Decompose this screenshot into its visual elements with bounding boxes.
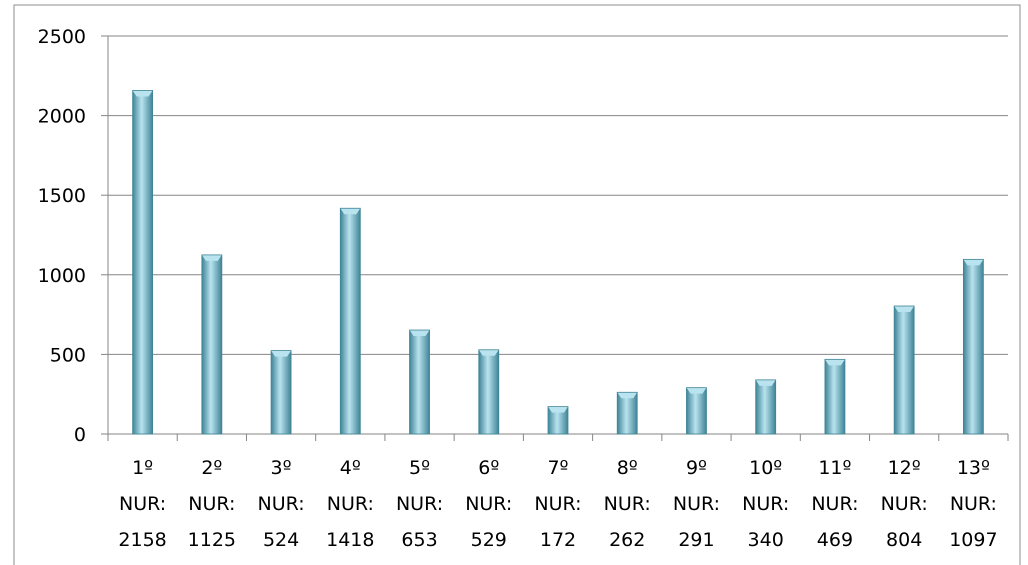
- x-category-label: NUR:: [188, 493, 235, 515]
- x-category-label: 804: [886, 529, 922, 551]
- x-category-label: NUR:: [258, 493, 305, 515]
- x-category-label: NUR:: [604, 493, 651, 515]
- x-category-label: 524: [263, 529, 299, 551]
- x-category-label: 1418: [326, 529, 374, 551]
- x-category-label: 12º: [888, 457, 921, 479]
- x-category-label: 291: [678, 529, 714, 551]
- bar: [270, 350, 292, 435]
- x-category-label: 6º: [478, 457, 499, 479]
- y-tick-label: 2500: [38, 26, 86, 48]
- x-category-label: NUR:: [881, 493, 928, 515]
- x-category-label: 5º: [409, 457, 430, 479]
- x-category-label: 1097: [949, 529, 997, 551]
- x-category-label: 172: [540, 529, 576, 551]
- bar: [201, 254, 223, 435]
- x-category-label: 9º: [686, 457, 707, 479]
- x-category-label: 262: [609, 529, 645, 551]
- x-category-label: 2º: [201, 457, 222, 479]
- x-category-label: 1125: [188, 529, 236, 551]
- x-category-label: NUR:: [465, 493, 512, 515]
- bar: [409, 329, 430, 435]
- x-category-label: NUR:: [811, 493, 858, 515]
- bar: [962, 258, 984, 435]
- x-category-label: NUR:: [119, 493, 166, 515]
- x-category-label: 1º: [132, 457, 153, 479]
- y-tick-label: 1500: [38, 185, 86, 207]
- y-tick-label: 500: [50, 344, 86, 366]
- bar: [547, 406, 569, 435]
- x-category-label: NUR:: [950, 493, 997, 515]
- bar: [755, 379, 777, 435]
- x-category-label: 11º: [818, 457, 851, 479]
- x-category-label: 2158: [118, 529, 166, 551]
- x-category-label: NUR:: [396, 493, 443, 515]
- x-category-label: NUR:: [534, 493, 581, 515]
- x-category-label: 340: [748, 529, 784, 551]
- y-tick-label: 2000: [38, 106, 86, 128]
- x-category-label: 653: [401, 529, 437, 551]
- x-category-label: 7º: [547, 457, 568, 479]
- x-category-label: 529: [471, 529, 507, 551]
- bar: [893, 305, 915, 435]
- bar: [132, 90, 154, 435]
- bar: [339, 207, 361, 435]
- x-category-label: 10º: [749, 457, 782, 479]
- x-category-label: 4º: [340, 457, 361, 479]
- chart-border: [13, 4, 1021, 565]
- bar: [478, 349, 500, 435]
- x-category-label: 8º: [617, 457, 638, 479]
- bar: [824, 358, 846, 435]
- x-category-label: NUR:: [673, 493, 720, 515]
- y-tick-label: 0: [74, 424, 86, 446]
- x-category-label: 13º: [957, 457, 990, 479]
- bar: [616, 391, 638, 435]
- bar: [686, 387, 707, 435]
- y-tick-label: 1000: [38, 265, 86, 287]
- x-category-label: NUR:: [327, 493, 374, 515]
- x-category-label: 469: [817, 529, 853, 551]
- x-category-label: 3º: [271, 457, 292, 479]
- x-category-label: NUR:: [742, 493, 789, 515]
